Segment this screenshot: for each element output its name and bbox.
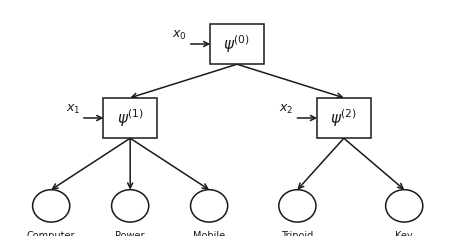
- FancyBboxPatch shape: [317, 98, 371, 138]
- FancyBboxPatch shape: [103, 98, 157, 138]
- Text: $x_0$: $x_0$: [172, 29, 187, 42]
- Ellipse shape: [279, 190, 316, 222]
- Text: Mobile
phone: Mobile phone: [193, 231, 225, 236]
- Text: $\psi^{(1)}$: $\psi^{(1)}$: [117, 107, 144, 129]
- Text: $x_2$: $x_2$: [279, 103, 294, 116]
- Text: Tripoid: Tripoid: [281, 231, 313, 236]
- Ellipse shape: [33, 190, 70, 222]
- FancyBboxPatch shape: [210, 24, 264, 64]
- Ellipse shape: [111, 190, 149, 222]
- Text: $\psi^{(2)}$: $\psi^{(2)}$: [330, 107, 357, 129]
- Text: Power: Power: [115, 231, 145, 236]
- Ellipse shape: [386, 190, 423, 222]
- Text: $x_1$: $x_1$: [65, 103, 80, 116]
- Text: Computer
mouse: Computer mouse: [27, 231, 75, 236]
- Ellipse shape: [191, 190, 228, 222]
- Text: $\psi^{(0)}$: $\psi^{(0)}$: [224, 33, 250, 55]
- Text: Key: Key: [395, 231, 413, 236]
